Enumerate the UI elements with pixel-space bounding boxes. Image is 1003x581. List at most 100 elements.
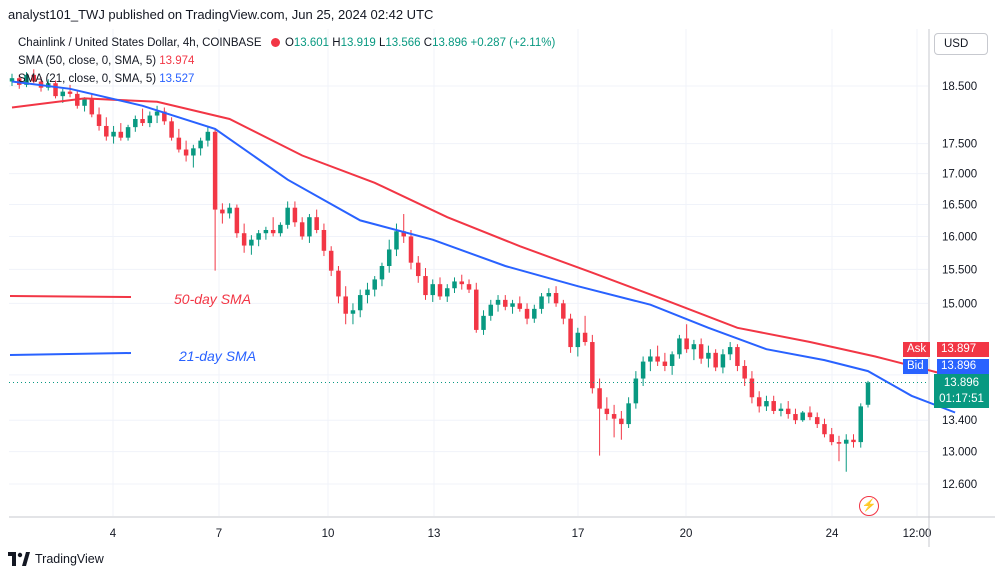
candle-body — [401, 231, 406, 237]
candle-body — [263, 229, 269, 234]
candle-body — [481, 315, 486, 330]
candle-body — [735, 347, 740, 366]
bar-countdown: 01:17:51 — [939, 393, 984, 405]
x-tick-label: 13 — [428, 528, 441, 540]
tradingview-logo-icon — [8, 552, 30, 566]
y-tick-label: 16.500 — [942, 200, 977, 212]
candle-body — [597, 388, 602, 409]
candle-body — [169, 121, 174, 138]
sma50-line — [11, 97, 956, 378]
candle-body — [669, 354, 675, 366]
candle-body — [365, 289, 370, 296]
candle-body — [191, 148, 196, 156]
candle-body — [249, 239, 254, 246]
last-price-value: 13.896 — [943, 377, 980, 389]
candle-body — [720, 354, 726, 368]
last-price-tag: 13.896 01:17:51 — [934, 374, 989, 408]
sma21-line — [11, 80, 956, 414]
candle-body — [655, 356, 660, 362]
candle-body — [198, 140, 203, 149]
candle-body — [713, 352, 718, 368]
candle-body — [568, 318, 573, 348]
high-label: H — [332, 37, 341, 49]
candle-body — [343, 296, 348, 314]
published-info: analyst101_TWJ published on TradingView.… — [8, 7, 434, 22]
candle-body — [183, 149, 189, 156]
open-label: O — [284, 37, 294, 49]
annotation-line-sma21 — [9, 352, 132, 356]
x-tick-label: 20 — [680, 528, 693, 540]
candle-body — [517, 303, 523, 309]
candle-body — [350, 310, 356, 314]
candle-body — [764, 401, 769, 407]
candle-body — [546, 293, 552, 297]
y-tick-label: 12.600 — [942, 479, 977, 491]
annotation-sma21: 21-day SMA — [178, 348, 256, 364]
candle-body — [785, 408, 791, 415]
x-tick-label: 17 — [572, 528, 585, 540]
candle-body — [220, 209, 225, 214]
candle-body — [9, 78, 15, 82]
candle-body — [147, 115, 153, 124]
ask-value: 13.897 — [937, 342, 989, 357]
candle-body — [140, 119, 145, 124]
candle-body — [394, 231, 399, 250]
candle-body — [205, 131, 211, 141]
chart-legend: Chainlink / United States Dollar, 4h, CO… — [18, 34, 555, 88]
candle-body — [82, 99, 87, 106]
candle-body — [727, 347, 733, 355]
x-tick-label: 4 — [110, 528, 117, 540]
candle-body — [357, 295, 363, 311]
candle-body — [466, 284, 472, 290]
candle-body — [771, 401, 776, 411]
candle-body — [96, 114, 102, 126]
y-tick-label: 13.000 — [942, 447, 977, 459]
candle-body — [89, 99, 95, 115]
candle-body — [307, 217, 312, 237]
close-value: 13.896 — [432, 37, 468, 49]
candle-body — [684, 338, 689, 350]
candle-body — [386, 249, 392, 267]
candle-body — [125, 127, 131, 138]
candle-body — [372, 279, 377, 290]
candle-body — [858, 406, 863, 443]
y-tick-label: 17.500 — [942, 139, 977, 151]
candle-body — [336, 270, 341, 297]
candle-body — [285, 207, 290, 225]
x-tick-label: 24 — [826, 528, 839, 540]
candle-body — [379, 266, 385, 280]
lightning-icon[interactable]: ⚡ — [859, 496, 879, 516]
candle-body — [807, 412, 813, 418]
candle-body — [706, 352, 711, 359]
candle-body — [829, 434, 834, 443]
candle-body — [118, 131, 124, 138]
candle-body — [212, 131, 218, 210]
sma21-value: 13.527 — [159, 73, 195, 85]
candle-body — [459, 281, 465, 285]
close-label: C — [423, 37, 433, 49]
sma50-value: 13.974 — [159, 55, 195, 67]
candle-body — [539, 296, 544, 309]
sma50-label: SMA (50, close, 0, SMA, 5) — [18, 55, 157, 67]
candle-body — [851, 439, 856, 443]
brand-name: TradingView — [35, 552, 104, 566]
candle-body — [865, 382, 871, 405]
candle-body — [590, 342, 595, 389]
candle-body — [611, 414, 617, 419]
candle-body — [691, 344, 697, 350]
candle-body — [321, 229, 327, 251]
candle-body — [162, 111, 167, 122]
candle-body — [256, 233, 261, 240]
candle-body — [698, 344, 704, 359]
currency-selector[interactable]: USD — [934, 33, 988, 55]
candle-body — [626, 403, 631, 425]
candle-body — [503, 299, 508, 307]
candle-body — [648, 356, 653, 362]
annotation-sma50: 50-day SMA — [174, 291, 251, 307]
ask-label: Ask — [903, 342, 931, 357]
candle-body — [488, 304, 494, 316]
candle-body — [619, 418, 624, 425]
candle-body — [423, 276, 428, 296]
candle-body — [437, 284, 443, 297]
